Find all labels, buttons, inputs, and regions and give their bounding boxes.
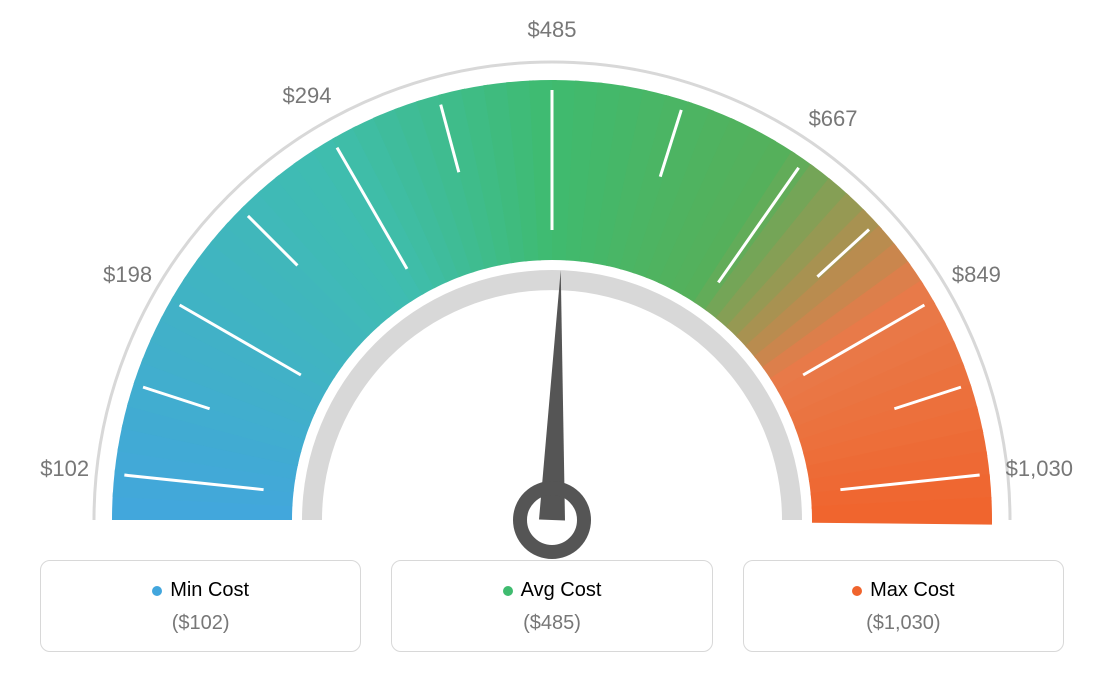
legend-card-avg: Avg Cost ($485) [391, 560, 712, 652]
gauge-tick-label: $294 [283, 83, 332, 109]
legend-dot-avg [503, 586, 513, 596]
legend-label-min: Min Cost [170, 579, 249, 602]
gauge-tick-label: $198 [103, 262, 152, 288]
gauge-chart: $102 $198 $294 $485 $667 $849 $1,030 [0, 0, 1104, 560]
legend-title-avg: Avg Cost [503, 579, 602, 602]
legend-value-min: ($102) [51, 612, 350, 635]
legend-dot-max [852, 586, 862, 596]
gauge-tick-label: $1,030 [1006, 456, 1073, 482]
legend-title-max: Max Cost [852, 579, 954, 602]
gauge-tick-label: $667 [809, 106, 858, 132]
gauge-svg [0, 0, 1104, 560]
legend-card-min: Min Cost ($102) [40, 560, 361, 652]
legend-value-max: ($1,030) [754, 612, 1053, 635]
legend-title-min: Min Cost [152, 579, 249, 602]
legend-dot-min [152, 586, 162, 596]
legend-row: Min Cost ($102) Avg Cost ($485) Max Cost… [0, 560, 1104, 652]
legend-value-avg: ($485) [402, 612, 701, 635]
gauge-tick-label: $485 [528, 17, 577, 43]
gauge-tick-label: $102 [40, 456, 89, 482]
legend-card-max: Max Cost ($1,030) [743, 560, 1064, 652]
gauge-tick-label: $849 [952, 262, 1001, 288]
legend-label-max: Max Cost [870, 579, 954, 602]
legend-label-avg: Avg Cost [521, 579, 602, 602]
